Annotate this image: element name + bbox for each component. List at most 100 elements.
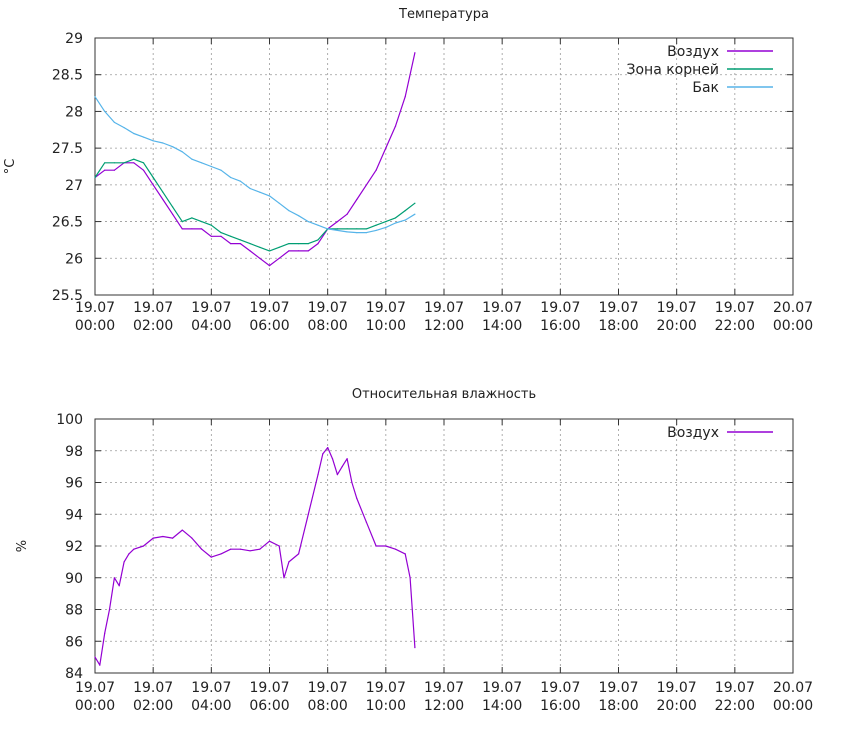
x-tick-label-time: 20:00 [656,318,696,334]
y-axis-label: % [15,540,30,552]
x-tick-label-date: 19.07 [715,300,755,316]
data-point [268,250,271,252]
data-point [201,548,203,550]
data-point [307,243,309,245]
data-point [375,169,377,171]
data-point [414,213,416,215]
data-point [142,162,145,164]
x-tick-label-time: 00:00 [773,318,813,334]
series-line-2 [94,96,416,234]
data-point [220,553,222,555]
data-point [259,257,261,259]
x-tick-label-time: 06:00 [249,318,289,334]
x-tick-label-time: 06:00 [249,698,289,714]
data-point [108,608,111,611]
x-tick-label-date: 19.07 [424,300,464,316]
data-point [375,224,377,226]
x-tick-label-time: 08:00 [307,318,347,334]
y-tick-label: 86 [65,634,83,650]
data-point [288,561,290,563]
x-tick-label-date: 19.07 [133,300,173,316]
x-tick-label-date: 19.07 [540,300,580,316]
data-point [191,537,193,539]
data-point [278,202,280,204]
data-point [249,550,251,552]
data-point [336,474,338,476]
x-tick-label-time: 00:00 [75,698,115,714]
x-tick-label-time: 00:00 [773,698,813,714]
x-tick-label-time: 10:00 [366,318,406,334]
data-point [404,210,406,212]
data-point [375,229,377,231]
data-point [162,142,164,144]
x-tick-label-date: 19.07 [75,300,115,316]
data-point [336,229,338,231]
data-point [230,235,232,237]
x-tick-label-time: 16:00 [540,698,580,714]
data-point [113,577,115,579]
data-point [394,222,397,224]
data-point [239,548,241,550]
data-point [356,232,358,234]
data-point [249,243,251,245]
data-point [268,540,271,542]
data-point [128,553,130,555]
data-point [210,556,212,558]
data-point [249,187,251,190]
series-line-0 [94,52,416,267]
data-point [133,132,135,135]
data-point [331,458,334,460]
data-point [365,521,367,523]
data-point [201,221,203,223]
data-point [118,585,120,587]
x-tick-label-time: 16:00 [540,318,580,334]
x-tick-label-date: 19.07 [424,680,464,696]
data-point [99,664,101,666]
x-tick-label-time: 08:00 [307,698,347,714]
data-point [191,217,193,219]
data-point [94,656,96,658]
data-point [230,548,232,550]
data-point [123,162,125,164]
data-point [104,110,106,112]
x-tick-label-date: 19.07 [715,680,755,696]
y-tick-label: 26.5 [52,215,83,231]
data-point [346,228,348,230]
x-tick-label-date: 20.07 [773,300,813,316]
legend-label: Воздух [667,425,719,441]
x-tick-label-date: 19.07 [308,300,348,316]
data-point [210,165,212,168]
x-tick-label-date: 19.07 [657,300,697,316]
x-tick-label-time: 22:00 [715,318,755,334]
y-axis-label: °C [3,159,18,175]
data-point [230,176,232,179]
data-point [278,257,280,259]
data-point [172,206,174,208]
data-point [259,191,261,193]
data-point [201,228,203,230]
data-point [317,243,319,245]
data-point [288,243,290,245]
data-point [278,545,280,547]
data-point [104,632,106,634]
legend-label: Зона корней [627,62,720,78]
data-point [375,545,377,547]
data-point [404,553,406,555]
x-tick-label-date: 19.07 [598,300,638,316]
chart-title: Относительная влажность [352,387,536,402]
data-point [394,217,397,219]
data-point [404,219,406,221]
x-tick-label-time: 14:00 [482,318,522,334]
data-point [181,228,183,230]
data-point [346,231,348,233]
data-point [162,198,164,201]
data-point [239,239,241,241]
data-point [104,162,106,164]
data-point [268,265,271,267]
data-point [414,647,416,649]
x-tick-label-time: 10:00 [366,698,406,714]
data-point [283,577,285,579]
data-point [317,239,319,241]
data-point [181,529,183,531]
